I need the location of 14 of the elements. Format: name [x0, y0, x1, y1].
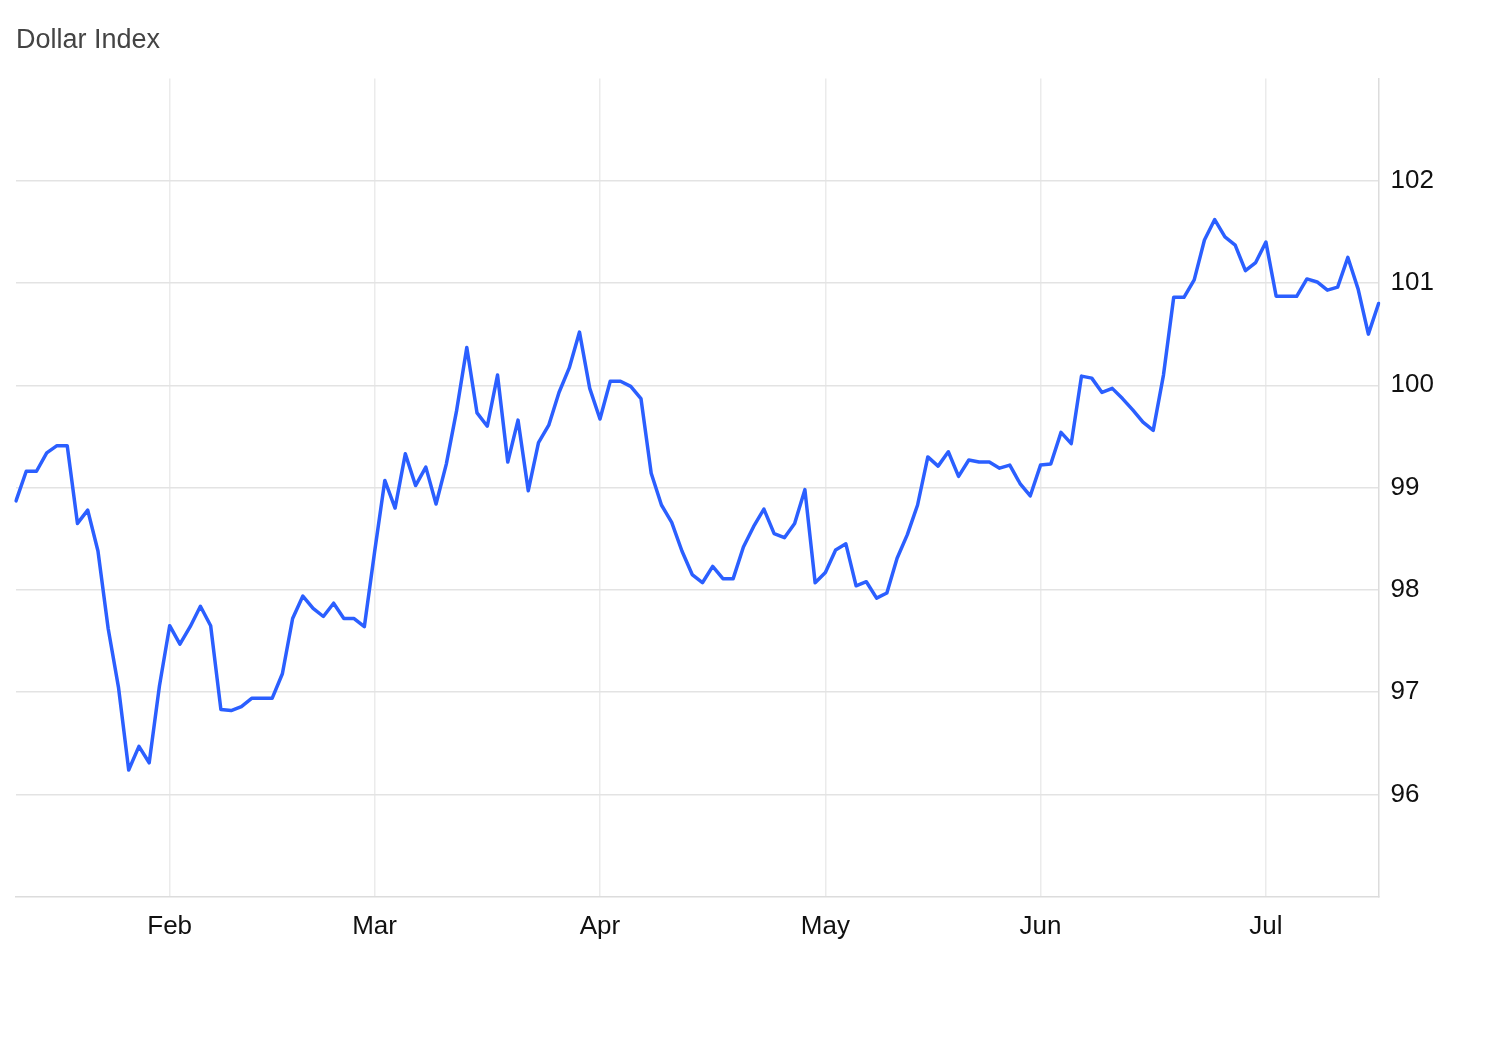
x-tick-label: Mar: [352, 909, 398, 940]
y-tick-label: 102: [1390, 163, 1435, 194]
chart-title: Dollar Index: [16, 23, 161, 54]
x-tick-label: Jul: [1249, 909, 1283, 940]
x-tick-label: Jun: [1019, 909, 1062, 940]
y-tick-label: 97: [1390, 675, 1420, 706]
x-tick-label: May: [800, 909, 850, 940]
x-tick-label: Apr: [579, 909, 621, 940]
y-tick-label: 98: [1390, 573, 1420, 604]
y-tick-label: 99: [1390, 470, 1420, 501]
y-tick-label: 100: [1390, 368, 1435, 399]
x-tick-label: Feb: [147, 909, 193, 940]
y-tick-label: 96: [1390, 777, 1420, 808]
y-tick-label: 101: [1390, 266, 1435, 297]
